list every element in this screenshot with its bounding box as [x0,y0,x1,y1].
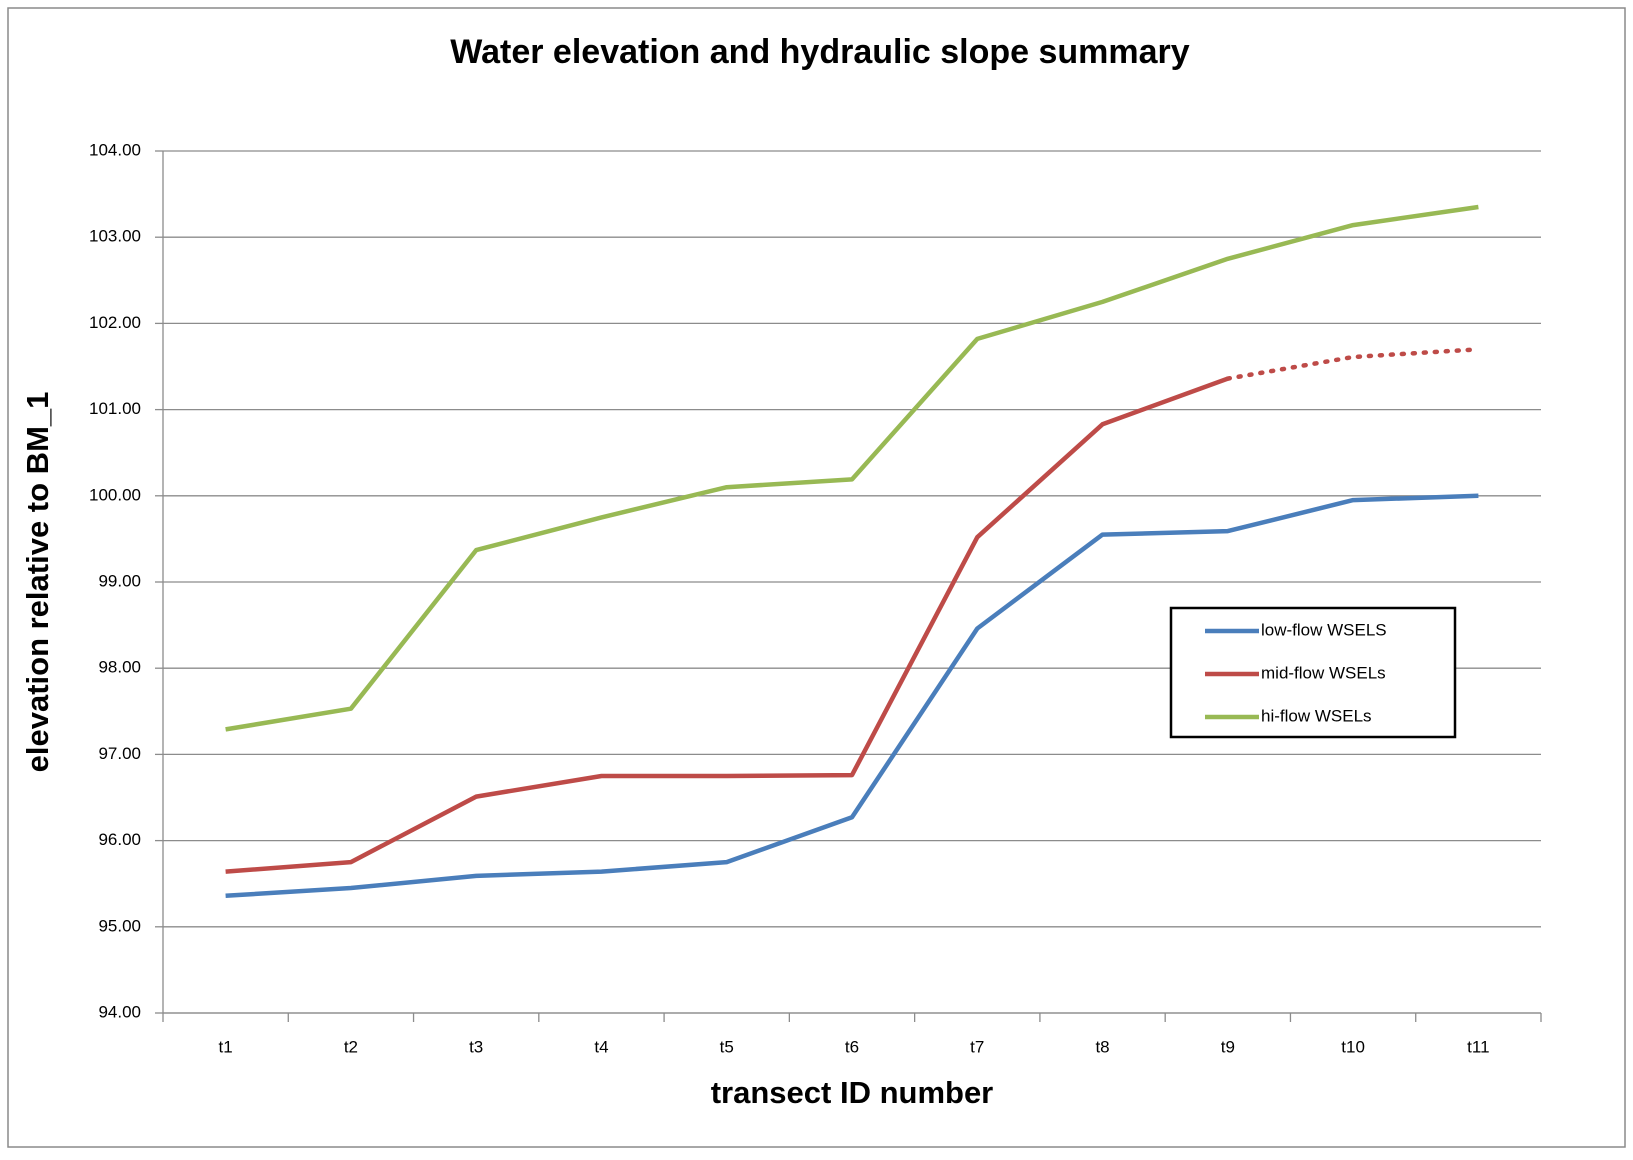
y-tick-label: 95.00 [98,916,141,935]
series-line [225,493,1479,899]
x-tick-label: t3 [469,1037,483,1056]
x-axis-label: transect ID number [711,1075,994,1110]
y-tick-label: 99.00 [98,571,141,590]
y-tick-label: 98.00 [98,658,141,677]
y-tick-label: 94.00 [98,1002,141,1021]
x-tick-label: t4 [594,1037,608,1056]
legend-label: hi-flow WSELs [1261,706,1372,725]
y-tick-label: 100.00 [89,485,141,504]
series-line [225,204,1479,732]
chart-frame [7,7,1626,1148]
x-tick-label: t10 [1341,1037,1365,1056]
y-tick-label: 104.00 [89,140,141,159]
y-tick-label: 96.00 [98,830,141,849]
x-tick-label: t7 [970,1037,984,1056]
x-tick-label: t2 [344,1037,358,1056]
chart-title: Water elevation and hydraulic slope summ… [450,33,1190,71]
x-tick-label: t1 [219,1037,233,1056]
x-tick-label: t6 [845,1037,859,1056]
series-line [225,376,1229,874]
x-tick-label: t9 [1221,1037,1235,1056]
y-axis-label: elevation relative to BM_1 [20,392,55,773]
y-tick-label: 101.00 [89,399,141,418]
x-tick-label: t11 [1467,1037,1489,1056]
y-tick-label: 103.00 [89,227,141,246]
x-tick-label: t5 [720,1037,734,1056]
series-line [1225,347,1481,381]
y-tick-label: 97.00 [98,744,141,763]
y-tick-label: 102.00 [89,313,141,332]
legend-label: mid-flow WSELs [1261,663,1386,682]
legend-label: low-flow WSELS [1261,620,1387,639]
x-tick-label: t8 [1095,1037,1109,1056]
